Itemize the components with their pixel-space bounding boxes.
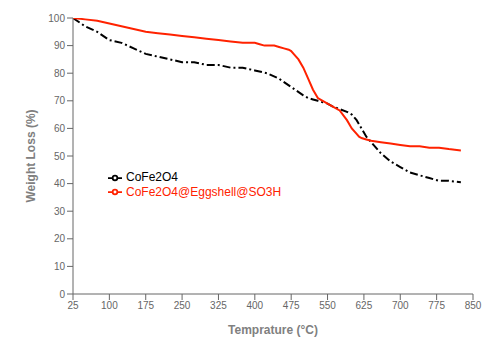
svg-text:850: 850	[465, 300, 482, 311]
html-text:CoFe2O4: CoFe2O4	[126, 169, 178, 184]
svg-text:25: 25	[67, 300, 79, 311]
svg-text:625: 625	[356, 300, 373, 311]
svg-text:475: 475	[283, 300, 300, 311]
svg-text:100: 100	[101, 300, 118, 311]
svg-text:50: 50	[54, 151, 66, 162]
svg-text:400: 400	[246, 300, 263, 311]
svg-text:325: 325	[210, 300, 227, 311]
svg-text:175: 175	[137, 300, 154, 311]
svg-text:250: 250	[174, 300, 191, 311]
svg-text:550: 550	[319, 300, 336, 311]
svg-text:700: 700	[392, 300, 409, 311]
svg-text:0: 0	[59, 289, 65, 300]
svg-text:40: 40	[54, 178, 66, 189]
svg-text:Weight Loss (%): Weight Loss (%)	[24, 109, 38, 202]
svg-text:90: 90	[54, 40, 66, 51]
svg-text:20: 20	[54, 233, 66, 244]
svg-text:Temprature (°C): Temprature (°C)	[228, 323, 318, 337]
svg-text:100: 100	[48, 13, 65, 24]
html-text:CoFe2O4@Eggshell@SO3H: CoFe2O4@Eggshell@SO3H	[126, 184, 282, 199]
svg-text:60: 60	[54, 123, 66, 134]
svg-text:30: 30	[54, 206, 66, 217]
svg-text:70: 70	[54, 95, 66, 106]
svg-text:775: 775	[428, 300, 445, 311]
svg-text:80: 80	[54, 68, 66, 79]
svg-text:10: 10	[54, 261, 66, 272]
